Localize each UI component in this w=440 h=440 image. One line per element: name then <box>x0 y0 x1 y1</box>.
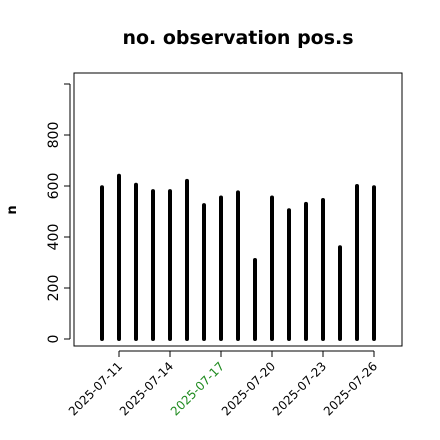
x-tick-label: 2025-07-11 <box>66 359 125 418</box>
chart-title: no. observation pos.s <box>122 27 353 49</box>
y-tick-label: 0 <box>46 335 62 344</box>
bars <box>100 173 376 341</box>
x-tick-label: 2025-07-23 <box>270 359 329 418</box>
plot-frame <box>73 72 403 347</box>
y-tick-label: 200 <box>46 275 62 302</box>
x-axis: 2025-07-112025-07-142025-07-172025-07-20… <box>66 350 380 418</box>
x-tick-label: 2025-07-14 <box>117 359 176 418</box>
x-tick-label: 2025-07-26 <box>321 359 380 418</box>
y-axis: 0 200 400 600 800 <box>46 83 71 344</box>
x-tick-label: 2025-07-17 <box>168 359 227 418</box>
y-tick-label: 400 <box>46 224 62 251</box>
x-tick-label: 2025-07-20 <box>219 359 278 418</box>
y-axis-label: n <box>5 205 20 214</box>
y-tick-label: 800 <box>46 122 62 149</box>
y-tick-label: 600 <box>46 173 62 200</box>
